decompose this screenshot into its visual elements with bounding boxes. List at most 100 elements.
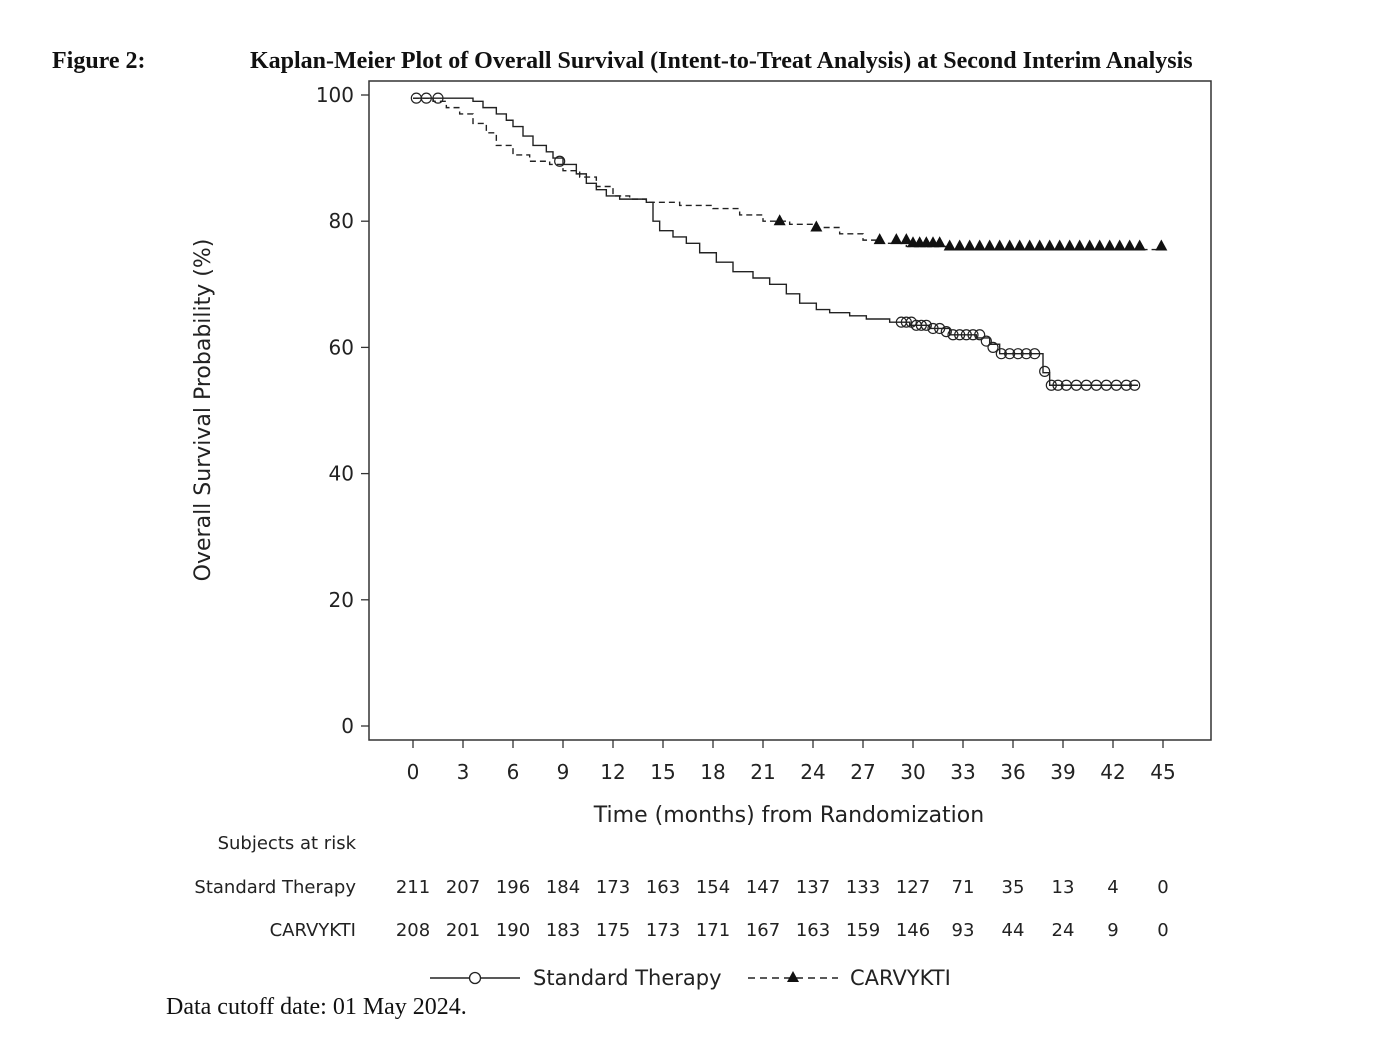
- censor-marker-standard: [1020, 348, 1032, 360]
- censor-marker-carvykti: [993, 239, 1006, 251]
- legend-label-carvykti: CARVYKTI: [850, 966, 951, 990]
- at-risk-value: 9: [1107, 920, 1118, 941]
- at-risk-value: 44: [1002, 920, 1025, 941]
- footnote: Data cutoff date: 01 May 2024.: [166, 994, 467, 1020]
- censor-marker-carvykti: [1083, 239, 1096, 251]
- x-tick-label: 12: [600, 760, 625, 784]
- censor-marker-standard: [1129, 379, 1141, 391]
- censor-marker-standard: [920, 319, 932, 331]
- censor-marker-carvykti: [983, 239, 996, 251]
- at-risk-value: 35: [1002, 877, 1025, 898]
- censor-marker-standard: [554, 155, 566, 167]
- at-risk-value: 196: [496, 877, 530, 898]
- at-risk-value: 184: [546, 877, 580, 898]
- series-layer: [410, 92, 1168, 391]
- x-axis-label: Time (months) from Randomization: [593, 803, 984, 828]
- censor-marker-carvykti: [1113, 239, 1126, 251]
- censor-marker-standard: [927, 322, 939, 335]
- censor-marker-standard: [974, 329, 986, 341]
- legend-label-standard: Standard Therapy: [533, 966, 722, 990]
- x-tick-label: 18: [700, 760, 725, 784]
- at-risk-value: 183: [546, 920, 580, 941]
- x-tick-label: 36: [1000, 760, 1025, 784]
- at-risk-value: 127: [896, 877, 930, 898]
- censor-marker-standard: [995, 348, 1007, 360]
- censor-marker-carvykti: [1093, 239, 1106, 251]
- censor-marker-carvykti: [1003, 239, 1016, 251]
- censor-marker-carvykti: [773, 214, 786, 226]
- censor-marker-carvykti: [963, 239, 976, 251]
- censor-marker-carvykti: [953, 239, 966, 251]
- at-risk-value: 211: [396, 877, 430, 898]
- at-risk-value: 4: [1107, 877, 1118, 898]
- censor-marker-standard: [954, 329, 966, 341]
- censor-marker-standard: [1045, 379, 1057, 391]
- x-tick-label: 0: [407, 760, 420, 784]
- x-tick-label: 6: [507, 760, 520, 784]
- censor-marker-carvykti: [873, 233, 886, 245]
- censor-marker-standard: [915, 319, 927, 331]
- at-risk-value: 208: [396, 920, 430, 941]
- x-tick-label: 42: [1100, 760, 1125, 784]
- y-tick-label: 20: [329, 588, 354, 612]
- at-risk-value: 146: [896, 920, 930, 941]
- at-risk-value: 147: [746, 877, 780, 898]
- censor-marker-carvykti: [943, 239, 956, 251]
- at-risk-value: 171: [696, 920, 730, 941]
- censor-marker-carvykti: [1133, 239, 1146, 251]
- censor-marker-standard: [960, 329, 972, 341]
- series-line-standard-therapy: [413, 97, 1138, 386]
- at-risk-table: Subjects at risk Standard Therapy 211 207 1…: [194, 833, 1168, 941]
- x-tick-label: 45: [1150, 760, 1175, 784]
- censor-marker-standard: [1029, 348, 1041, 360]
- censor-marker-standard: [980, 335, 992, 347]
- at-risk-value: 0: [1157, 877, 1168, 898]
- figure-label: Figure 2:: [52, 48, 146, 74]
- censor-marker-carvykti: [900, 233, 913, 245]
- censor-marker-standard: [947, 329, 959, 341]
- at-risk-value: 24: [1052, 920, 1075, 941]
- legend-marker-carvykti: [787, 971, 799, 982]
- x-tick-label: 27: [850, 760, 875, 784]
- x-axis: 0 3 6 9 12 15 18 21 24 27 30 33 36 39 42 45: [407, 740, 1176, 784]
- x-tick-label: 30: [900, 760, 925, 784]
- plot-frame: [368, 80, 1212, 741]
- at-risk-value: 163: [646, 877, 680, 898]
- y-tick-label: 80: [329, 209, 354, 233]
- x-tick-label: 24: [800, 760, 825, 784]
- at-risk-value: 190: [496, 920, 530, 941]
- censor-marker-carvykti: [1073, 239, 1086, 251]
- at-risk-value: 175: [596, 920, 630, 941]
- censor-marker-carvykti: [973, 239, 986, 251]
- censor-marker-carvykti: [933, 236, 946, 248]
- at-risk-value: 173: [646, 920, 680, 941]
- censor-marker-standard: [1004, 348, 1016, 360]
- x-tick-label: 9: [557, 760, 570, 784]
- censor-marker-standard: [420, 92, 432, 104]
- at-risk-value: 93: [952, 920, 975, 941]
- at-risk-value: 159: [846, 920, 880, 941]
- y-tick-label: 60: [329, 335, 354, 359]
- censor-marker-carvykti: [1103, 239, 1116, 251]
- at-risk-value: 154: [696, 877, 730, 898]
- y-axis: 0 20 40 60 80 100: [316, 83, 369, 738]
- censor-marker-standard: [1120, 379, 1132, 391]
- censor-marker-standard: [1052, 379, 1064, 391]
- at-risk-value: 0: [1157, 920, 1168, 941]
- y-tick-label: 100: [316, 83, 354, 107]
- censor-marker-carvykti: [1155, 239, 1168, 251]
- x-tick-label: 3: [457, 760, 470, 784]
- x-tick-label: 39: [1050, 760, 1075, 784]
- censor-marker-carvykti: [1053, 239, 1066, 251]
- censor-marker-standard: [1039, 365, 1051, 377]
- at-risk-row-label: Standard Therapy: [194, 877, 356, 898]
- legend: Standard Therapy CARVYKTI: [430, 966, 951, 990]
- censor-marker-carvykti: [810, 220, 823, 232]
- at-risk-value: 207: [446, 877, 480, 898]
- series-line-carvykti: [413, 97, 1163, 251]
- y-axis-label: Overall Survival Probability (%): [191, 239, 216, 582]
- x-tick-label: 15: [650, 760, 675, 784]
- y-tick-label: 40: [329, 462, 354, 486]
- at-risk-value: 13: [1052, 877, 1075, 898]
